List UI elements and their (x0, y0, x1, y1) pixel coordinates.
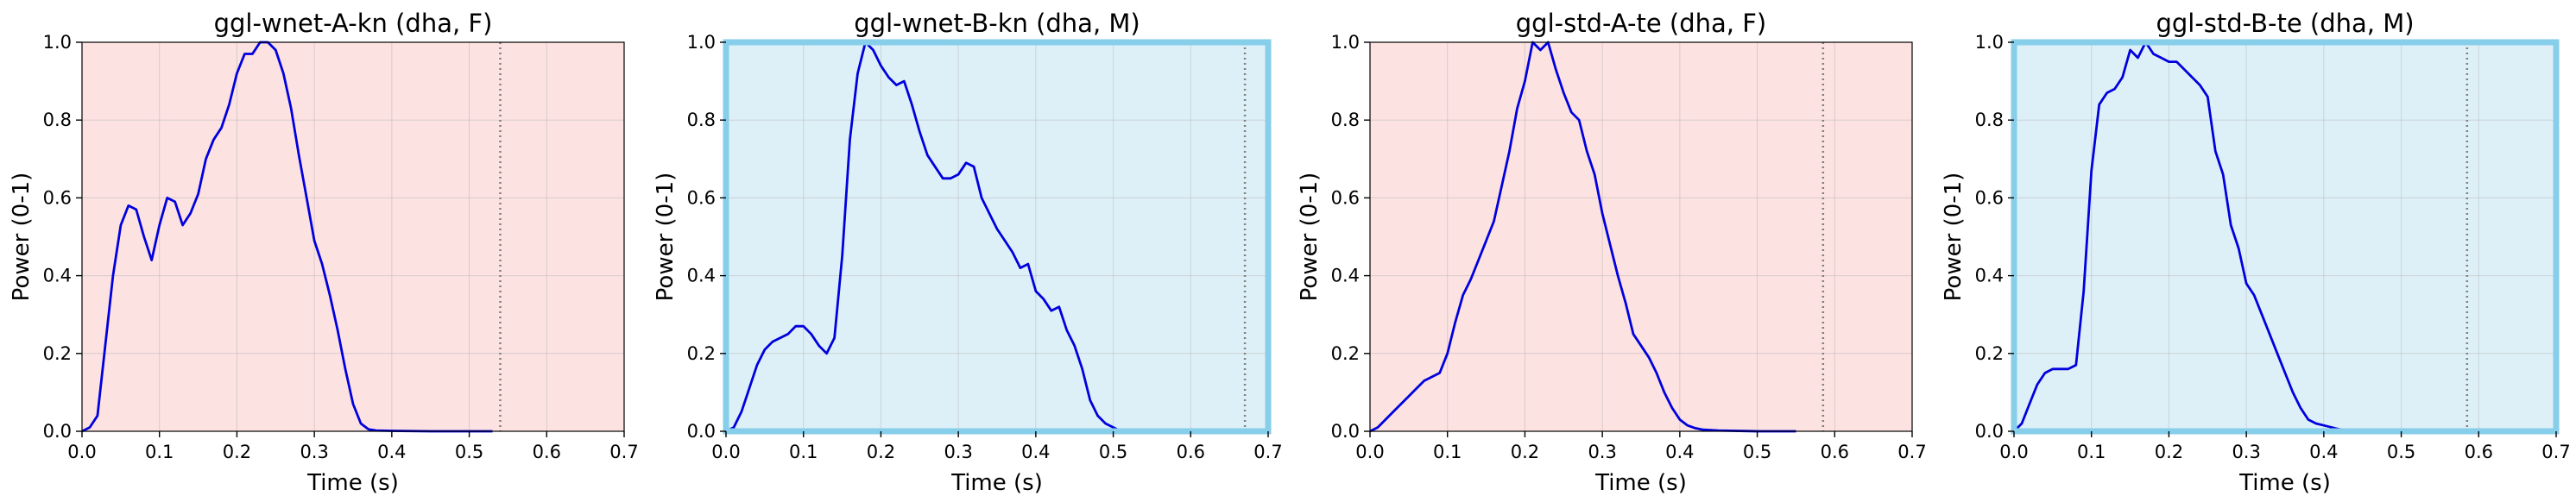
plot-frame-highlight (2011, 39, 2560, 435)
x-tick-label: 0.0 (67, 442, 96, 462)
chart-title: ggl-std-A-te (dha, F) (1516, 9, 1766, 38)
x-tick-label: 0.4 (1021, 442, 1050, 462)
x-tick-label: 0.5 (1743, 442, 1771, 462)
y-tick-label: 0.2 (687, 343, 716, 364)
y-tick-label: 0.6 (1331, 187, 1360, 208)
x-tick-label: 0.6 (2465, 442, 2493, 462)
y-tick-label: 0.8 (1975, 110, 2004, 130)
y-tick-label: 1.0 (1975, 32, 2004, 53)
plot-background (2014, 42, 2556, 431)
plot-frame-highlight (723, 39, 1272, 435)
plot-background (82, 42, 624, 431)
x-tick-label: 0.1 (2077, 442, 2106, 462)
y-tick-label: 0.8 (1331, 110, 1360, 130)
y-tick-label: 0.6 (687, 187, 716, 208)
y-tick-label: 0.4 (1331, 266, 1360, 286)
y-tick-label: 1.0 (687, 32, 716, 53)
x-tick-label: 0.7 (1253, 442, 1282, 462)
y-tick-label: 0.6 (43, 187, 72, 208)
x-tick-label: 0.1 (1433, 442, 1462, 462)
series-line (725, 41, 1122, 433)
x-tick-label: 0.2 (1511, 442, 1539, 462)
y-tick-label: 0.4 (1975, 266, 2004, 286)
x-tick-label: 0.5 (455, 442, 483, 462)
x-tick-label: 0.5 (1099, 442, 1127, 462)
plot-frame (81, 41, 625, 432)
x-tick-label: 0.3 (2232, 442, 2260, 462)
y-tick-label: 0.2 (1975, 343, 2004, 364)
y-tick-label: 0.0 (1331, 421, 1360, 442)
x-tick-label: 0.0 (711, 442, 740, 462)
x-tick-label: 0.1 (145, 442, 174, 462)
x-tick-label: 0.3 (944, 442, 972, 462)
y-tick-label: 1.0 (43, 32, 72, 53)
x-tick-label: 0.6 (533, 442, 561, 462)
plot-background (726, 42, 1268, 431)
series-line (81, 41, 493, 433)
chart-title: ggl-wnet-A-kn (dha, F) (214, 9, 493, 38)
x-axis-label: Time (s) (2238, 470, 2331, 496)
series-line (2013, 41, 2363, 433)
y-tick-label: 0.8 (687, 110, 716, 130)
x-tick-label: 0.4 (377, 442, 406, 462)
x-axis-label: Time (s) (950, 470, 1043, 496)
x-axis-label: Time (s) (306, 470, 399, 496)
y-tick-label: 0.0 (43, 421, 72, 442)
y-tick-label: 0.0 (1975, 421, 2004, 442)
chart-panel-1: 0.0 0.1 0.2 0.3 0.4 0.5 0.6 0.7 0.0 0.2 0.4 0.6 0.8 1… (9, 9, 639, 496)
plot-frame (1369, 41, 1913, 432)
chart-title: ggl-std-B-te (dha, M) (2156, 9, 2414, 38)
x-tick-label: 0.5 (2387, 442, 2415, 462)
x-tick-label: 0.0 (1999, 442, 2028, 462)
x-tick-label: 0.6 (1177, 442, 1205, 462)
x-tick-label: 0.4 (2309, 442, 2338, 462)
x-tick-label: 0.0 (1355, 442, 1384, 462)
chart-panel-3: 0.0 0.1 0.2 0.3 0.4 0.5 0.6 0.7 0.0 0.2 0.4 0.6 0.8 1… (1297, 9, 1927, 496)
x-tick-label: 0.7 (609, 442, 638, 462)
y-axis-label: Power (0-1) (1941, 173, 1967, 302)
x-tick-label: 0.7 (1897, 442, 1926, 462)
x-axis-label: Time (s) (1594, 470, 1687, 496)
y-axis-label: Power (0-1) (653, 173, 679, 302)
y-tick-label: 0.2 (43, 343, 72, 364)
chart-panel-2: 0.0 0.1 0.2 0.3 0.4 0.5 0.6 0.7 0.0 0.2 0.4 0.6 0.8 1… (653, 9, 1283, 496)
x-tick-label: 0.1 (789, 442, 818, 462)
chart-title: ggl-wnet-B-kn (dha, M) (854, 9, 1140, 38)
chart-panel-4: 0.0 0.1 0.2 0.3 0.4 0.5 0.6 0.7 0.0 0.2 0.4 0.6 0.8 1… (1941, 9, 2571, 496)
y-tick-label: 0.0 (687, 421, 716, 442)
plot-background (1370, 42, 1912, 431)
y-axis-label: Power (0-1) (1297, 173, 1323, 302)
x-tick-label: 0.3 (300, 442, 328, 462)
x-tick-label: 0.7 (2541, 442, 2570, 462)
x-tick-label: 0.2 (223, 442, 251, 462)
y-tick-label: 0.6 (1975, 187, 2004, 208)
x-tick-label: 0.6 (1821, 442, 1849, 462)
y-tick-label: 0.8 (43, 110, 72, 130)
y-tick-label: 0.4 (43, 266, 72, 286)
x-tick-label: 0.2 (2155, 442, 2183, 462)
y-tick-label: 0.4 (687, 266, 716, 286)
x-tick-label: 0.3 (1588, 442, 1616, 462)
x-tick-label: 0.2 (867, 442, 895, 462)
y-tick-label: 1.0 (1331, 32, 1360, 53)
x-tick-label: 0.4 (1665, 442, 1694, 462)
y-tick-label: 0.2 (1331, 343, 1360, 364)
y-axis-label: Power (0-1) (9, 173, 35, 302)
